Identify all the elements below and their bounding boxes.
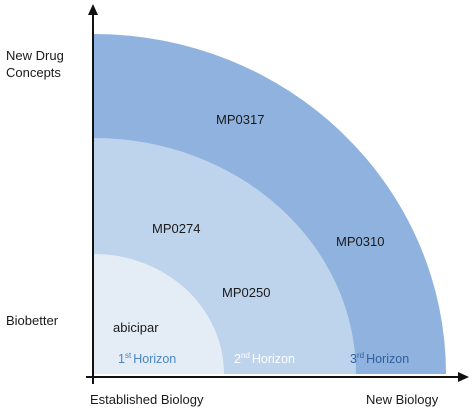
horizon-ordinal-suffix: rd — [357, 351, 364, 360]
horizon-word: Horizon — [252, 352, 295, 366]
horizon-ordinal-suffix: nd — [241, 351, 250, 360]
compound-label: MP0317 — [216, 112, 264, 127]
horizon-word: Horizon — [366, 352, 409, 366]
axes — [86, 4, 469, 384]
third-horizon-label: 3rd Horizon — [350, 351, 409, 366]
x-axis-right-label: New Biology — [366, 392, 439, 407]
y-axis-top-label-line2: Concepts — [6, 65, 61, 80]
y-axis-bottom-label: Biobetter — [6, 313, 59, 328]
y-axis-arrowhead — [88, 4, 98, 15]
horizon-ordinal-suffix: st — [125, 351, 132, 360]
horizon-number: 2 — [234, 352, 241, 366]
compound-label: MP0250 — [222, 285, 270, 300]
first-horizon-label: 1st Horizon — [118, 351, 176, 366]
x-axis-left-label: Established Biology — [90, 392, 204, 407]
y-axis-top-label-line1: New Drug — [6, 48, 64, 63]
x-axis-arrowhead — [458, 372, 469, 382]
compound-label: MP0274 — [152, 221, 200, 236]
compound-label: MP0310 — [336, 234, 384, 249]
horizon-number: 3 — [350, 352, 357, 366]
horizon-number: 1 — [118, 352, 125, 366]
first-horizon-band — [94, 254, 224, 374]
compound-label: abicipar — [113, 320, 159, 335]
second-horizon-label: 2nd Horizon — [234, 351, 295, 366]
horizon-word: Horizon — [133, 352, 176, 366]
